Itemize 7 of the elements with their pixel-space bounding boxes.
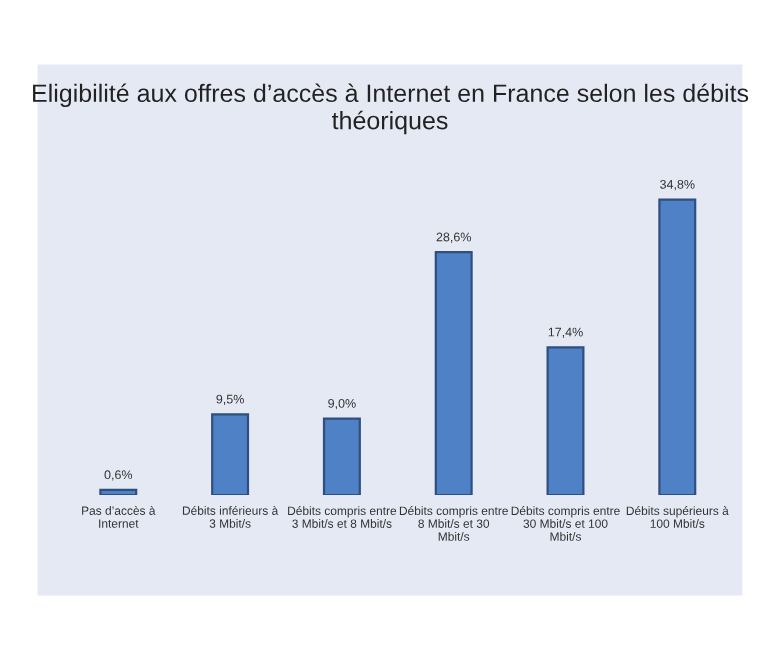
bar [546, 346, 585, 495]
bar [322, 417, 361, 495]
bar [99, 488, 138, 495]
bar [211, 413, 250, 495]
bar [434, 251, 473, 495]
bar [658, 198, 697, 495]
chart-title: Eligibilité aux offres d’accès à Internet en France selon les débits théoriques [33, 83, 749, 135]
